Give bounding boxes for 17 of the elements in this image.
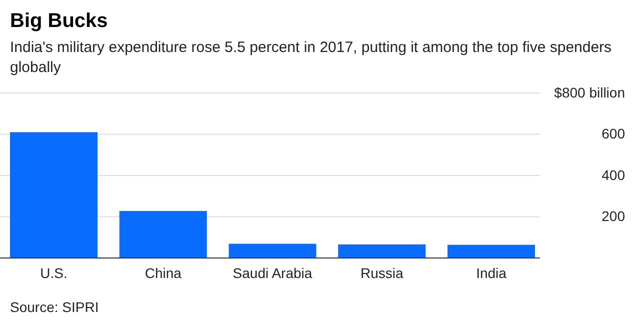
chart-subtitle: India's military expenditure rose 5.5 percent in 2017, putting it among the top five spenders globally [10, 39, 612, 76]
bar [119, 210, 207, 258]
x-tick-label: Russia [360, 264, 404, 281]
y-tick-label: $800 billion [554, 84, 625, 100]
x-tick-label: India [476, 264, 507, 281]
bar [338, 244, 426, 258]
y-tick-label: 400 [602, 166, 626, 183]
x-tick-label: China [144, 264, 182, 281]
x-tick-label: U.S. [40, 264, 68, 281]
source-note: Source: SIPRI [10, 299, 99, 315]
chart-title: Big Bucks [10, 10, 108, 32]
y-tick-label: 200 [602, 208, 626, 224]
x-tick-label: Saudi Arabia [232, 264, 312, 281]
bar [448, 244, 535, 258]
y-tick-label: 600 [602, 126, 626, 142]
bar [10, 132, 98, 258]
bar [228, 244, 316, 258]
